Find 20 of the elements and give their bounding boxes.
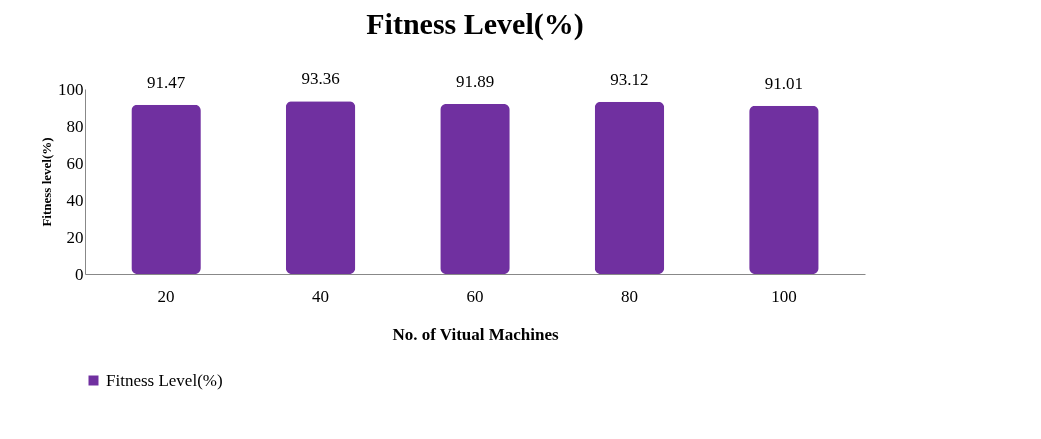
y-tick-label: 20 xyxy=(66,227,84,247)
x-axis-title: No. of Vitual Machines xyxy=(392,324,559,344)
y-tick-label: 80 xyxy=(66,116,84,136)
legend-label: Fitness Level(%) xyxy=(106,370,223,390)
chart-title: Fitness Level(%) xyxy=(366,7,584,42)
y-tick-label: 40 xyxy=(66,190,84,210)
x-tick-label: 80 xyxy=(620,286,638,306)
y-tick-label: 60 xyxy=(66,153,84,173)
data-label: 93.12 xyxy=(610,69,649,89)
y-tick-label: 100 xyxy=(58,79,84,99)
x-tick-label: 20 xyxy=(157,286,175,306)
x-tick-label: 40 xyxy=(312,286,330,306)
data-label: 93.36 xyxy=(301,69,340,89)
data-label: 91.01 xyxy=(764,73,804,93)
y-axis-title: Fitness level(%) xyxy=(39,137,54,227)
x-tick-label: 60 xyxy=(466,286,484,306)
y-tick-label: 0 xyxy=(75,264,84,284)
data-label: 91.89 xyxy=(455,72,495,91)
data-label: 91.47 xyxy=(146,72,186,92)
x-tick-label: 100 xyxy=(771,286,797,306)
